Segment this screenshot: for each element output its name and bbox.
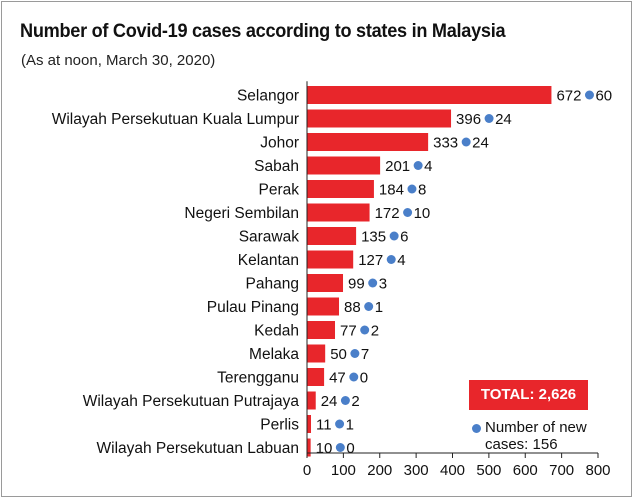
new-cases-label: 0	[360, 370, 368, 387]
bar	[307, 344, 326, 363]
value-label: 24	[321, 393, 338, 410]
bar	[307, 415, 312, 433]
value-label: 99	[348, 276, 365, 293]
chart-subtitle: (As at noon, March 30, 2020)	[21, 52, 216, 69]
total-badge: TOTAL: 2,626	[469, 380, 588, 410]
value-label: 11	[316, 417, 332, 434]
new-cases-dot	[335, 443, 345, 452]
new-cases-dot	[389, 231, 399, 241]
value-label: 88	[344, 299, 361, 316]
category-label: Perak	[259, 182, 300, 199]
new-cases-dot	[340, 396, 350, 405]
new-cases-label: 8	[418, 182, 426, 199]
new-cases-label: 2	[351, 393, 359, 410]
x-tick-label: 0	[303, 462, 311, 479]
bar	[307, 203, 370, 222]
new-cases-dot	[360, 325, 370, 335]
new-cases-dot	[407, 184, 417, 194]
x-tick-label: 600	[513, 462, 538, 479]
new-cases-dot	[403, 208, 413, 217]
value-label: 333	[433, 135, 458, 152]
new-cases-dot	[335, 419, 345, 429]
x-tick-label: 800	[585, 462, 610, 479]
new-cases-dot	[461, 137, 471, 147]
new-cases-dot	[350, 349, 360, 358]
new-cases-label: 7	[361, 346, 369, 363]
new-cases-dot	[584, 90, 594, 100]
bar	[307, 156, 381, 175]
category-label: Sabah	[254, 158, 299, 175]
new-cases-label: 0	[346, 440, 354, 457]
new-cases-label: 1	[346, 417, 354, 434]
value-label: 50	[330, 346, 347, 363]
category-label: Terengganu	[217, 370, 299, 387]
bar	[307, 321, 336, 339]
value-label: 201	[385, 158, 410, 175]
category-label: Pahang	[246, 276, 299, 293]
bar	[307, 274, 344, 292]
bar	[307, 86, 552, 104]
new-cases-dot	[484, 114, 494, 123]
value-label: 672	[556, 88, 581, 105]
bar	[307, 368, 325, 386]
new-cases-dot	[413, 161, 423, 170]
value-label: 184	[379, 182, 404, 199]
new-cases-label: 24	[472, 135, 489, 152]
category-label: Sarawak	[239, 229, 300, 246]
new-cases-label: 10	[414, 205, 431, 222]
category-label: Perlis	[260, 417, 299, 434]
bar	[307, 438, 311, 457]
legend-label: Number of new cases: 156	[485, 419, 587, 453]
category-label: Wilayah Persekutuan Labuan	[97, 440, 300, 457]
x-tick-label: 200	[367, 462, 392, 479]
new-cases-dot	[368, 278, 378, 288]
new-cases-label: 2	[371, 323, 379, 340]
bar	[307, 250, 354, 269]
x-tick-label: 400	[440, 462, 465, 479]
category-label: Melaka	[249, 346, 299, 363]
category-label: Wilayah Persekutuan Kuala Lumpur	[52, 111, 299, 128]
bar	[307, 109, 452, 128]
value-label: 47	[329, 370, 346, 387]
bar	[307, 297, 340, 316]
value-label: 396	[456, 111, 481, 128]
x-tick-label: 500	[476, 462, 501, 479]
category-label: Negeri Sembilan	[184, 205, 299, 222]
new-cases-label: 3	[379, 276, 387, 293]
category-label: Selangor	[237, 88, 299, 105]
new-cases-dot	[349, 372, 359, 382]
x-tick-label: 100	[331, 462, 356, 479]
bar	[307, 180, 374, 198]
value-label: 10	[316, 440, 333, 457]
new-cases-label: 24	[495, 111, 512, 128]
bar	[307, 391, 316, 410]
chart-title: Number of Covid-19 cases according to st…	[20, 20, 506, 42]
new-cases-label: 1	[375, 299, 383, 316]
category-label: Kelantan	[238, 252, 299, 269]
value-label: 135	[361, 229, 386, 246]
bar	[307, 133, 429, 151]
category-label: Johor	[260, 135, 299, 152]
x-tick-label: 700	[549, 462, 574, 479]
category-label: Kedah	[254, 323, 299, 340]
bar	[307, 227, 357, 245]
new-cases-label: 4	[397, 252, 405, 269]
value-label: 77	[340, 323, 357, 340]
value-label: 172	[375, 205, 400, 222]
new-cases-dot	[364, 302, 374, 311]
category-label: Pulau Pinang	[207, 299, 299, 316]
x-tick-label: 300	[404, 462, 429, 479]
new-cases-label: 60	[595, 88, 612, 105]
new-cases-dot	[386, 255, 396, 264]
new-cases-label: 6	[400, 229, 408, 246]
value-label: 127	[358, 252, 383, 269]
category-label: Wilayah Persekutuan Putrajaya	[83, 393, 300, 410]
legend-dot-icon	[472, 424, 481, 433]
new-cases-label: 4	[424, 158, 432, 175]
